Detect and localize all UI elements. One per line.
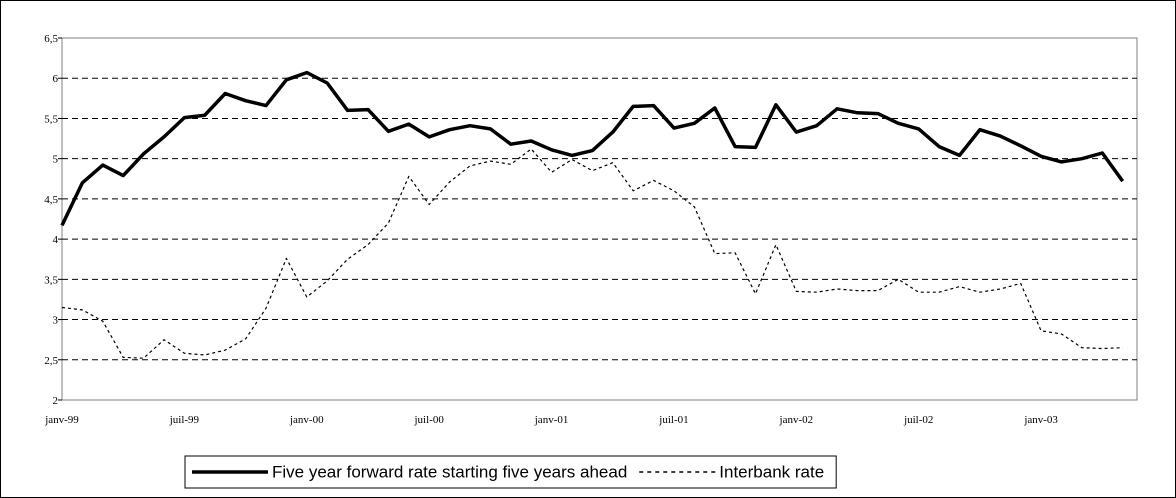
series-line [61, 148, 1123, 359]
series-line [60, 70, 1125, 227]
y-tick-label: 2 [53, 395, 59, 407]
y-tick-label: 5,5 [44, 113, 58, 125]
legend-label: Interbank rate [719, 462, 824, 481]
y-tick-label: 6,5 [44, 33, 58, 45]
y-tick-label: 3 [53, 315, 59, 327]
x-tick-label: juil-00 [414, 414, 445, 426]
legend-box [184, 455, 837, 489]
plot-area [61, 37, 1138, 401]
y-tick-label: 5 [53, 154, 59, 166]
x-tick-label: janv-03 [1023, 414, 1058, 426]
x-tick-label: janv-02 [779, 414, 814, 426]
x-tick-label: janv-00 [289, 414, 324, 426]
legend-label: Five year forward rate starting five yea… [272, 462, 627, 481]
y-tick-label: 4 [53, 234, 59, 246]
y-tick-label: 3,5 [44, 274, 58, 286]
x-tick-label: juil-02 [903, 414, 933, 426]
y-tick-label: 4,5 [44, 194, 58, 206]
y-tick-label: 2,5 [44, 355, 58, 367]
x-tick-label: juil-01 [658, 414, 688, 426]
y-tick-label: 6 [53, 73, 59, 85]
x-tick-label: janv-01 [534, 414, 569, 426]
x-tick-label: juil-99 [169, 414, 200, 426]
x-tick-label: janv-99 [44, 414, 79, 426]
